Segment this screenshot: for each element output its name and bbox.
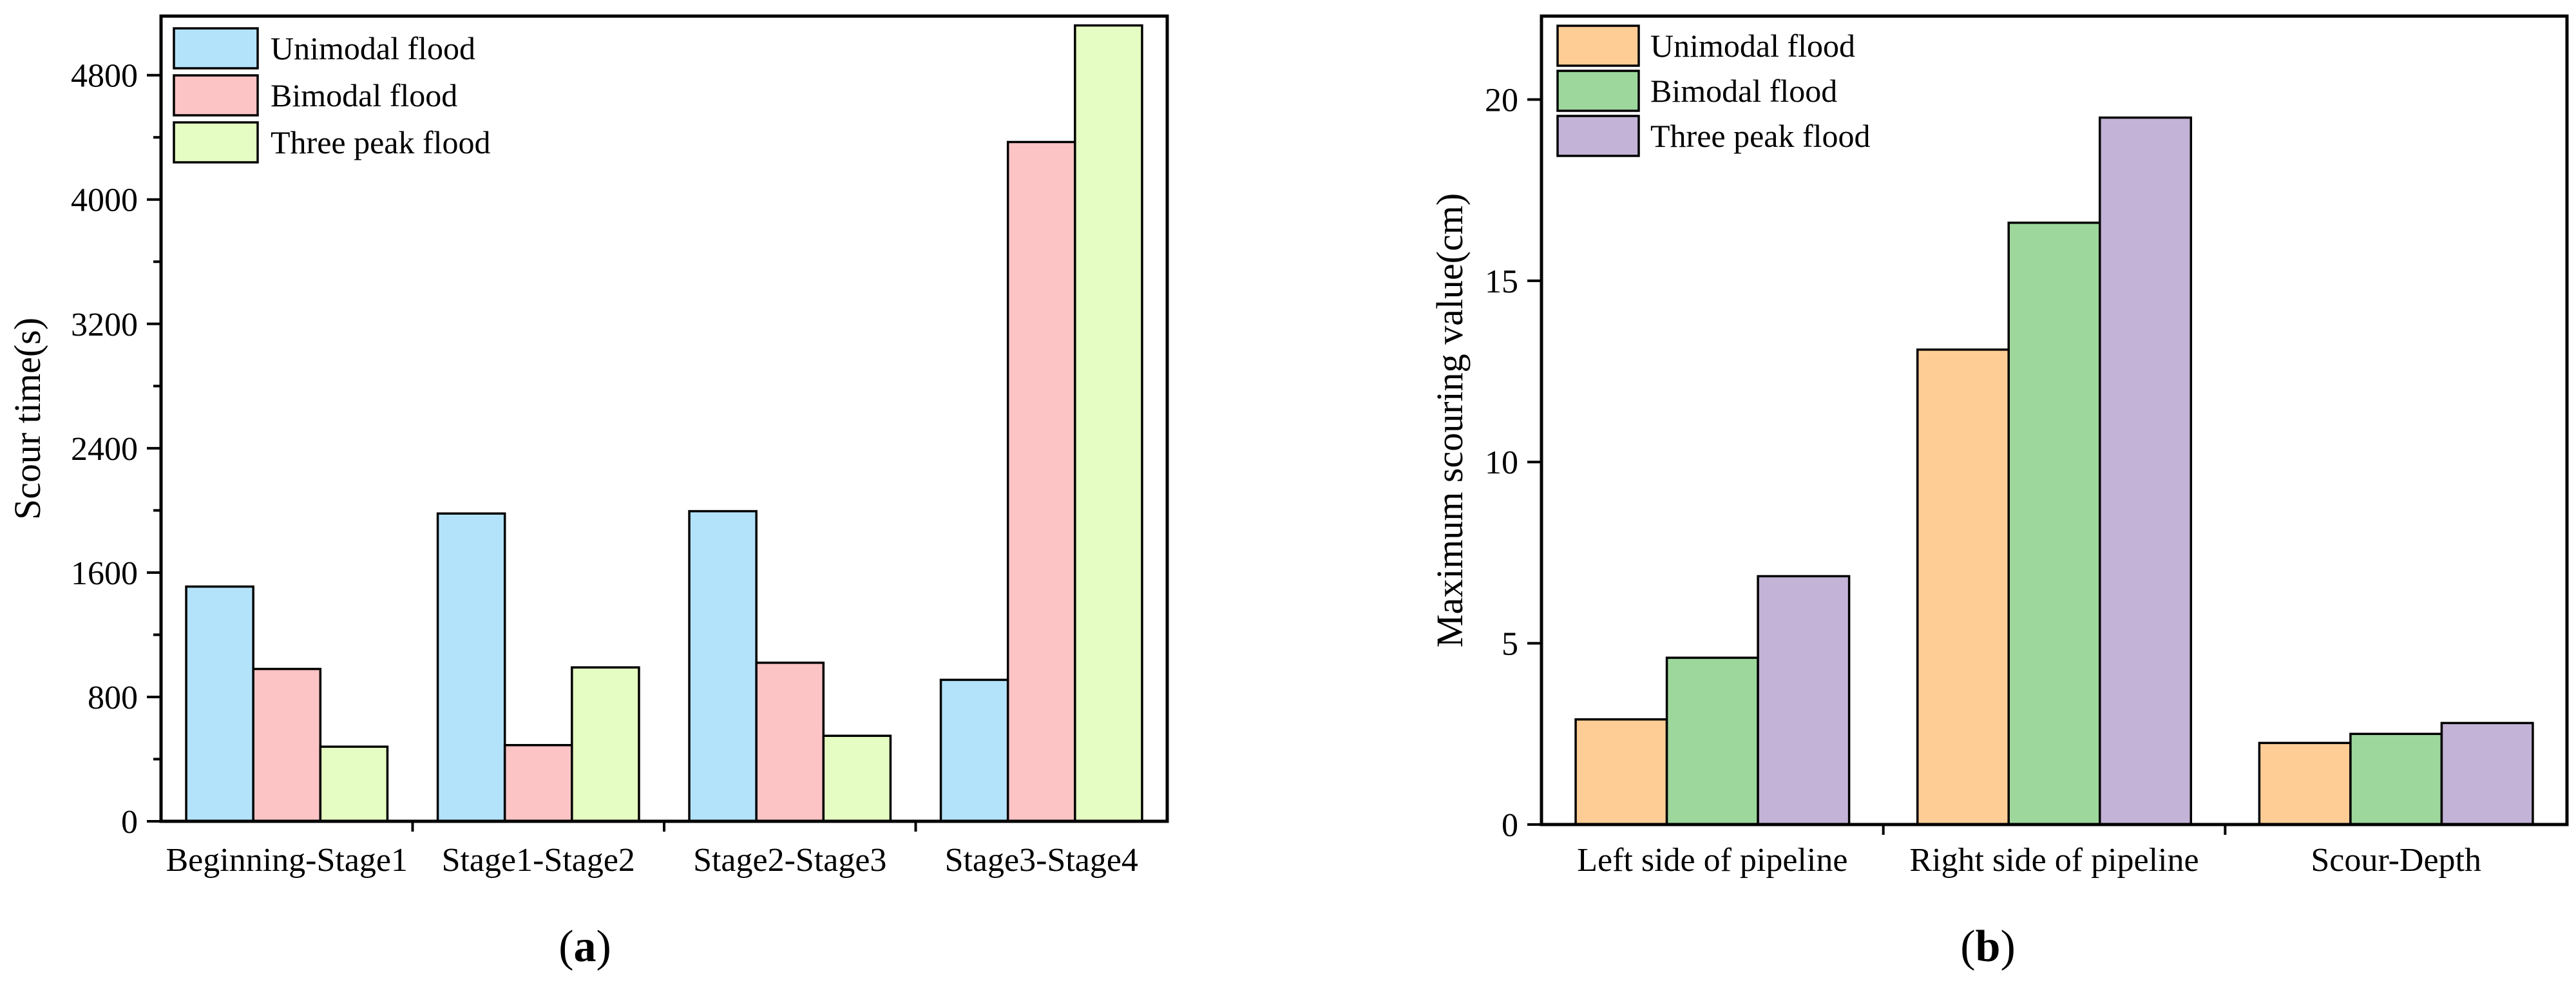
x-category-label: Left side of pipeline	[1577, 842, 1847, 879]
bar	[755, 662, 825, 823]
bar	[822, 734, 892, 823]
x-category-label: Stage2-Stage3	[693, 842, 886, 879]
legend-label: Unimodal flood	[1650, 28, 1855, 64]
bar	[2099, 116, 2193, 826]
x-category-label: Right side of pipeline	[1909, 842, 2199, 879]
x-category-label: Stage1-Stage2	[442, 842, 635, 879]
y-axis-title: Maximum scouring value(cm)	[1429, 193, 1471, 648]
bar	[503, 744, 573, 823]
bar	[1665, 656, 1759, 826]
bar	[252, 667, 322, 823]
panel-label: (a)	[558, 922, 611, 971]
y-tick-label: 4800	[71, 58, 138, 95]
panel-letter: a	[574, 922, 596, 971]
legend-label: Three peak flood	[271, 124, 491, 160]
bar	[1574, 718, 1668, 826]
legend-label: Three peak flood	[1650, 118, 1871, 154]
y-tick-label: 15	[1485, 263, 1518, 300]
bar	[2440, 721, 2534, 826]
legend-swatch	[1556, 115, 1640, 157]
bar	[1757, 575, 1851, 826]
bar	[2349, 732, 2443, 826]
chart-panel-a: 0 800 1600 2400 3200 4000 4800 Beginning-Stage1…	[6, 14, 1169, 971]
y-tick-label: 0	[121, 804, 138, 841]
bar	[185, 585, 254, 823]
plot-frame	[1540, 14, 2569, 826]
y-tick-label: 20	[1485, 82, 1518, 119]
legend-swatch	[1556, 24, 1640, 67]
x-category-label: Beginning-Stage1	[166, 842, 408, 879]
y-tick-label: 1600	[71, 555, 138, 592]
panel-letter: b	[1976, 922, 2001, 971]
bar	[1006, 140, 1076, 823]
y-tick-label: 2400	[71, 431, 138, 468]
bar	[319, 745, 389, 823]
bar	[1074, 24, 1143, 823]
y-tick-label: 3200	[71, 307, 138, 343]
y-axis-title: Scour time(s)	[6, 318, 48, 520]
plot-frame	[159, 14, 1169, 823]
y-tick-label: 800	[88, 680, 138, 716]
legend-swatch	[173, 74, 259, 117]
bar	[939, 678, 1009, 823]
legend-label: Bimodal flood	[271, 77, 457, 113]
bar	[688, 510, 758, 823]
bar	[2007, 222, 2101, 826]
x-category-label: Scour-Depth	[2311, 842, 2481, 879]
panel-label: (b)	[1960, 922, 2016, 971]
legend-label: Bimodal flood	[1650, 73, 1837, 109]
bar	[1916, 348, 2010, 826]
legend-label: Unimodal flood	[271, 30, 475, 66]
y-tick-label: 5	[1502, 626, 1518, 663]
bar	[2258, 741, 2352, 826]
bar	[436, 512, 506, 823]
x-category-label: Stage3-Stage4	[945, 842, 1138, 879]
y-tick-label: 10	[1485, 444, 1518, 481]
y-tick-label: 4000	[71, 182, 138, 219]
legend-swatch	[173, 27, 259, 70]
chart-panel-b: 0 5 10 15 20 Left side of pipeline Right side …	[1429, 14, 2569, 971]
legend-swatch	[173, 121, 259, 164]
y-tick-label: 0	[1502, 807, 1518, 844]
bar	[571, 666, 640, 823]
legend-swatch	[1556, 70, 1640, 112]
